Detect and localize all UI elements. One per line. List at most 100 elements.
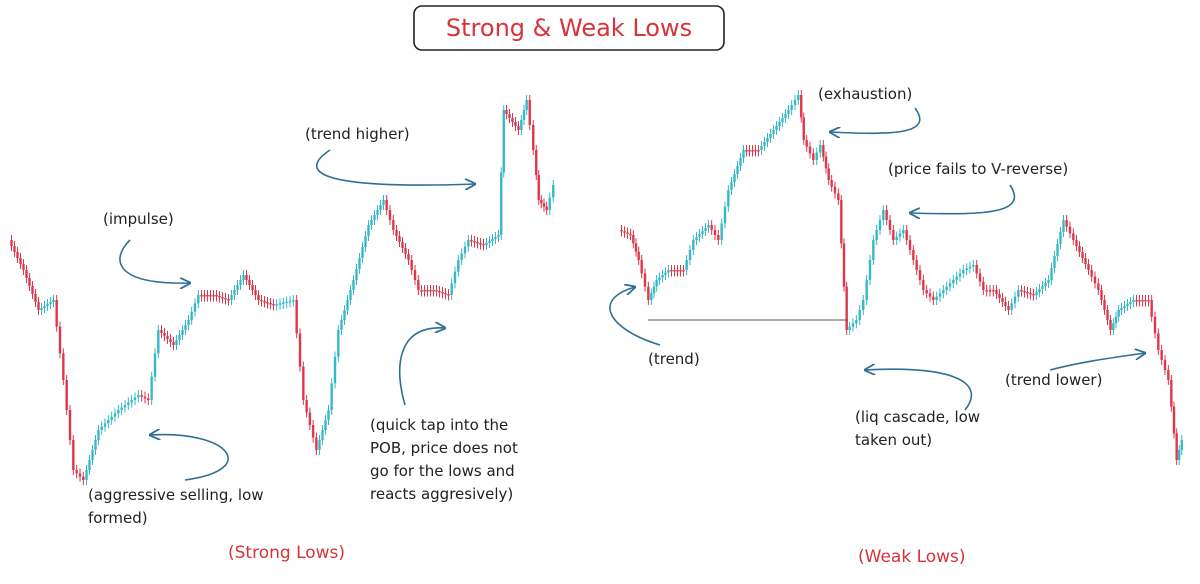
candle: [1160, 350, 1163, 360]
candle: [34, 294, 37, 302]
candle: [218, 296, 221, 298]
candle: [127, 402, 130, 405]
candle: [548, 197, 551, 210]
candle: [470, 240, 473, 242]
candle: [763, 142, 766, 146]
candle: [664, 272, 667, 275]
candle: [892, 230, 895, 240]
annotation: (liq cascade, low: [855, 408, 980, 426]
candle: [40, 308, 43, 310]
candle: [295, 300, 298, 334]
candle: [133, 397, 137, 400]
candle: [55, 300, 58, 327]
candle: [772, 130, 775, 134]
candle: [166, 336, 169, 339]
candle: [710, 225, 713, 230]
candle: [1126, 304, 1129, 306]
candle: [995, 290, 998, 294]
candle: [661, 275, 664, 278]
candle: [720, 223, 723, 240]
candle: [157, 330, 160, 354]
candle: [701, 231, 704, 234]
candle: [862, 300, 865, 310]
candle: [200, 295, 203, 297]
candle: [248, 280, 251, 285]
candle: [100, 426, 103, 430]
candle: [1081, 252, 1084, 258]
candle: [888, 220, 892, 230]
section-label: (Weak Lows): [858, 547, 966, 567]
candle: [948, 283, 952, 287]
candle: [733, 174, 736, 182]
candle: [103, 423, 107, 427]
candle: [658, 277, 661, 280]
candle: [302, 366, 305, 400]
candle: [251, 285, 254, 290]
candle: [626, 232, 629, 234]
candle: [942, 290, 945, 294]
candle: [985, 290, 988, 292]
candle: [858, 310, 861, 320]
candle: [1144, 300, 1147, 302]
candle: [370, 220, 373, 225]
candle: [212, 295, 215, 297]
candle: [97, 430, 100, 440]
candle: [385, 200, 388, 210]
candle: [16, 252, 19, 258]
candle: [68, 410, 72, 440]
candle: [52, 300, 55, 302]
candle: [272, 304, 275, 306]
arrow: [1049, 353, 1145, 371]
candle: [1078, 246, 1081, 252]
candle: [1068, 226, 1072, 234]
candle: [1114, 316, 1118, 324]
candle: [1050, 268, 1053, 280]
candle: [632, 235, 635, 244]
candle: [822, 145, 825, 157]
candle: [766, 138, 769, 142]
candle: [522, 110, 526, 120]
candle: [1120, 308, 1123, 310]
candle: [760, 146, 763, 150]
candle: [254, 290, 257, 295]
candle: [1170, 380, 1173, 407]
candle: [1026, 292, 1029, 294]
candle: [1023, 291, 1026, 293]
annotation: (quick tap into the: [370, 416, 508, 434]
candle: [1172, 406, 1176, 434]
candle: [537, 175, 540, 200]
candle: [1141, 300, 1144, 302]
candle: [1175, 433, 1178, 460]
candle: [840, 200, 843, 244]
arrow: [315, 149, 475, 185]
candle: [288, 300, 292, 303]
candle: [190, 311, 193, 320]
candle: [1087, 264, 1090, 270]
candle: [955, 276, 958, 280]
candle: [500, 172, 503, 235]
candle: [460, 253, 463, 260]
annotation: POB, price does not: [370, 439, 518, 457]
candle: [685, 260, 688, 270]
candle: [514, 122, 517, 126]
candle: [75, 470, 78, 474]
candle: [1106, 310, 1109, 320]
candle: [1047, 280, 1050, 283]
candle: [282, 302, 285, 304]
candle: [784, 114, 787, 118]
candle: [827, 168, 830, 180]
candle: [640, 260, 643, 274]
candle: [407, 254, 410, 260]
candle: [491, 239, 494, 241]
candle: [520, 120, 523, 130]
candle: [457, 260, 460, 272]
candle: [845, 286, 848, 330]
candle: [679, 270, 682, 272]
candle: [775, 126, 778, 130]
candle: [91, 450, 94, 460]
candle: [655, 280, 658, 287]
candle: [848, 326, 851, 330]
candle: [123, 405, 127, 408]
candle: [497, 235, 500, 237]
candle: [257, 295, 260, 300]
